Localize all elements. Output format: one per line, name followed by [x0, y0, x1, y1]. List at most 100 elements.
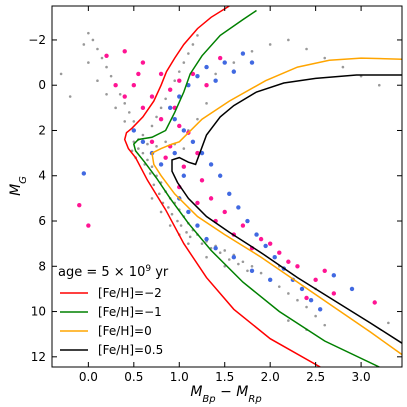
scatter-point: [146, 158, 149, 162]
scatter-point: [187, 52, 190, 55]
y-axis-ticks: −2 0 2 4 6 8 10 12: [28, 33, 402, 364]
scatter-point: [268, 43, 272, 46]
scatter-point: [217, 173, 223, 178]
y-tick-label: 6: [38, 214, 46, 228]
scatter-point: [331, 291, 337, 296]
scatter-point: [205, 255, 208, 259]
scatter-point: [104, 53, 109, 58]
scatter-point: [317, 307, 323, 312]
scatter-point: [322, 268, 327, 274]
scatter-point: [231, 255, 237, 260]
scatter-point: [204, 83, 209, 88]
legend-title: age = 5 × 109 yr: [58, 264, 169, 280]
isochrone-line-1: [132, 9, 380, 367]
scatter-point: [287, 319, 290, 322]
scatter-point: [231, 69, 237, 74]
scatter-point: [131, 128, 137, 133]
scatter-point: [173, 79, 177, 82]
scatter-point: [127, 111, 131, 114]
x-axis-label: MBp − MRp: [190, 384, 261, 405]
scatter-point: [250, 264, 254, 268]
legend-entry-label: [Fe/H]=−2: [98, 286, 162, 300]
scatter-point: [96, 79, 99, 82]
scatter-point: [167, 87, 173, 92]
scatter-point: [114, 106, 117, 110]
scatter-point: [141, 133, 145, 137]
scatter-point: [59, 72, 63, 76]
scatter-point: [118, 92, 122, 96]
x-tick-label: 2.0: [261, 370, 280, 384]
y-tick-label: −2: [28, 33, 46, 47]
scatter-point: [259, 271, 263, 275]
scatter-point: [305, 305, 308, 309]
scatter-point: [132, 120, 136, 123]
scatter-point: [304, 295, 309, 301]
scatter-point: [137, 147, 140, 150]
scatter-point: [185, 231, 188, 234]
scatter-point: [199, 178, 205, 183]
scatter-point: [182, 61, 186, 64]
scatter-point: [277, 285, 281, 288]
scatter-point: [113, 83, 118, 88]
scatter-point: [245, 218, 250, 224]
scatter-point: [155, 115, 158, 119]
scatter-point: [158, 162, 164, 167]
scatter-point: [217, 55, 223, 61]
scatter-point: [387, 321, 390, 325]
scatter-point: [158, 71, 164, 77]
scatter-point: [164, 97, 167, 101]
scatter-point: [123, 120, 127, 123]
isochrone-lines: [123, 6, 402, 367]
scatter-point: [314, 314, 317, 318]
scatter-point: [372, 300, 377, 305]
scatter-point: [159, 106, 163, 110]
scatter-point: [287, 38, 290, 42]
scatter-point: [82, 43, 86, 46]
scatter-point: [240, 223, 246, 228]
y-tick-label: 10: [31, 305, 46, 319]
scatter-point: [277, 250, 282, 255]
x-axis-ticks: 0.0 0.5 1.0 1.5 2.0 2.5 3.0: [79, 6, 371, 384]
scatter-point: [123, 102, 127, 105]
scatter-point: [164, 140, 167, 144]
scatter-point: [176, 219, 179, 223]
scatter-point: [195, 150, 200, 156]
isochrone-line-0: [123, 6, 321, 367]
scatter-point: [181, 164, 187, 169]
legend-entry-label: [Fe/H]=−1: [98, 305, 162, 319]
scatter-point: [308, 298, 314, 303]
scatter-point: [131, 83, 137, 88]
scatter-point: [181, 173, 187, 178]
legend: age = 5 × 109 yr [Fe/H]=−2 [Fe/H]=−1 [Fe/H…: [58, 264, 169, 357]
scatter-point: [167, 105, 173, 111]
scatter-point: [313, 277, 318, 283]
legend-entry-label: [Fe/H]=0: [98, 324, 152, 338]
scatter-point: [105, 92, 108, 96]
scatter-point: [168, 224, 172, 227]
scatter-point: [377, 83, 381, 87]
scatter-point: [136, 71, 141, 77]
scatter-point: [187, 242, 190, 245]
scatter-point: [191, 43, 195, 46]
scatter-point: [196, 34, 199, 37]
x-tick-label: 2.5: [306, 370, 325, 384]
scatter-point: [177, 78, 182, 83]
scatter-point: [222, 209, 227, 215]
y-tick-label: 2: [38, 123, 46, 137]
scatter-point: [263, 243, 268, 249]
scatter-point: [305, 47, 308, 51]
scatter-point: [157, 192, 161, 196]
scatter-point: [254, 232, 259, 237]
scatter-point: [150, 165, 154, 168]
scatter-point: [227, 191, 232, 197]
scatter-point: [323, 56, 327, 60]
x-tick-label: 3.0: [352, 370, 371, 384]
scatter-point: [295, 264, 300, 269]
scatter-point: [299, 286, 305, 292]
scatter-point: [100, 56, 104, 60]
scatter-point: [232, 61, 236, 64]
scatter-point: [86, 223, 91, 228]
scatter-point: [167, 206, 170, 209]
scatter-point: [204, 236, 209, 242]
scatter-point: [68, 95, 72, 98]
